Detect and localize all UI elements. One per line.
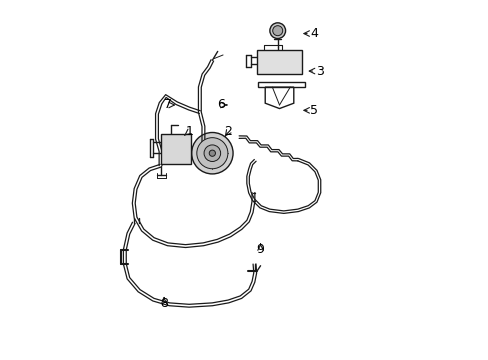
Text: 6: 6: [217, 99, 225, 112]
Text: 4: 4: [309, 27, 318, 40]
Circle shape: [269, 23, 285, 39]
Circle shape: [203, 145, 220, 162]
Text: 1: 1: [185, 125, 193, 138]
Circle shape: [191, 132, 233, 174]
Text: 3: 3: [315, 64, 323, 77]
Text: 2: 2: [224, 125, 232, 138]
Polygon shape: [160, 134, 190, 164]
Circle shape: [272, 26, 282, 36]
Text: 9: 9: [256, 243, 264, 256]
Circle shape: [209, 150, 215, 156]
Text: 8: 8: [160, 297, 168, 310]
Text: 5: 5: [309, 104, 318, 117]
Text: 7: 7: [163, 99, 171, 112]
Bar: [257, 50, 301, 74]
Circle shape: [196, 138, 227, 169]
